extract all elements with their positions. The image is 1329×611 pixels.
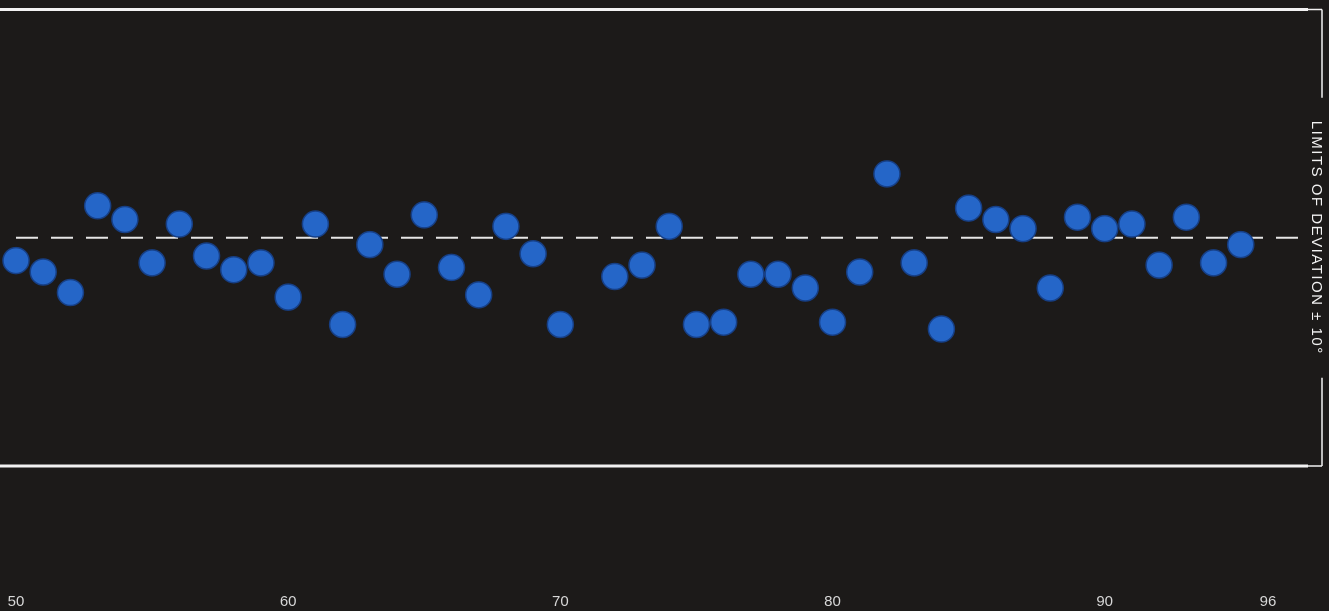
data-point — [791, 274, 820, 302]
data-point — [927, 315, 956, 343]
data-point — [437, 253, 466, 282]
data-point — [818, 308, 847, 336]
data-point — [328, 310, 357, 339]
data-point — [1227, 230, 1255, 259]
data-point — [845, 258, 874, 286]
data-point — [1199, 249, 1228, 277]
data-points — [2, 160, 1255, 343]
data-point — [628, 251, 656, 279]
data-point — [111, 205, 139, 234]
data-point — [737, 260, 765, 289]
data-point — [655, 212, 683, 241]
data-point — [2, 246, 30, 275]
x-tick-label: 80 — [824, 593, 841, 610]
data-point — [764, 260, 792, 289]
limits-bracket: LIMITS OF DEVIATION ± 10° — [1308, 8, 1325, 467]
x-tick-label: 50 — [8, 593, 25, 610]
data-point — [1063, 203, 1092, 231]
data-point — [356, 230, 384, 259]
x-axis-tick-labels: 50 60 70 80 90 96 — [8, 593, 1277, 610]
data-point — [83, 192, 112, 220]
data-point — [165, 210, 194, 238]
data-point — [1118, 210, 1146, 238]
data-point — [383, 260, 411, 289]
x-tick-label: 70 — [552, 593, 569, 610]
data-point — [464, 281, 493, 309]
data-point — [601, 262, 629, 291]
data-point — [1172, 203, 1201, 231]
data-point — [546, 310, 575, 339]
data-point — [682, 310, 711, 339]
data-point — [954, 194, 983, 222]
data-point — [219, 255, 248, 284]
x-tick-label: 60 — [280, 593, 297, 610]
data-point — [410, 201, 439, 229]
data-point — [274, 283, 302, 311]
limits-of-deviation-label: LIMITS OF DEVIATION ± 10° — [1308, 121, 1325, 355]
data-point — [1009, 214, 1037, 243]
data-point — [900, 249, 928, 277]
data-point — [519, 239, 547, 268]
data-point — [138, 249, 166, 277]
data-point — [982, 205, 1010, 234]
data-point — [873, 160, 901, 188]
data-point — [709, 308, 738, 336]
data-point — [301, 210, 330, 238]
data-point — [192, 242, 221, 270]
data-point — [1090, 214, 1119, 243]
data-point — [492, 212, 520, 241]
data-point — [1036, 274, 1065, 302]
data-point — [1145, 251, 1173, 279]
data-point — [29, 258, 57, 286]
x-tick-label: 96 — [1260, 593, 1277, 610]
data-point — [247, 249, 275, 277]
x-tick-label: 90 — [1096, 593, 1113, 610]
data-point — [56, 278, 85, 307]
